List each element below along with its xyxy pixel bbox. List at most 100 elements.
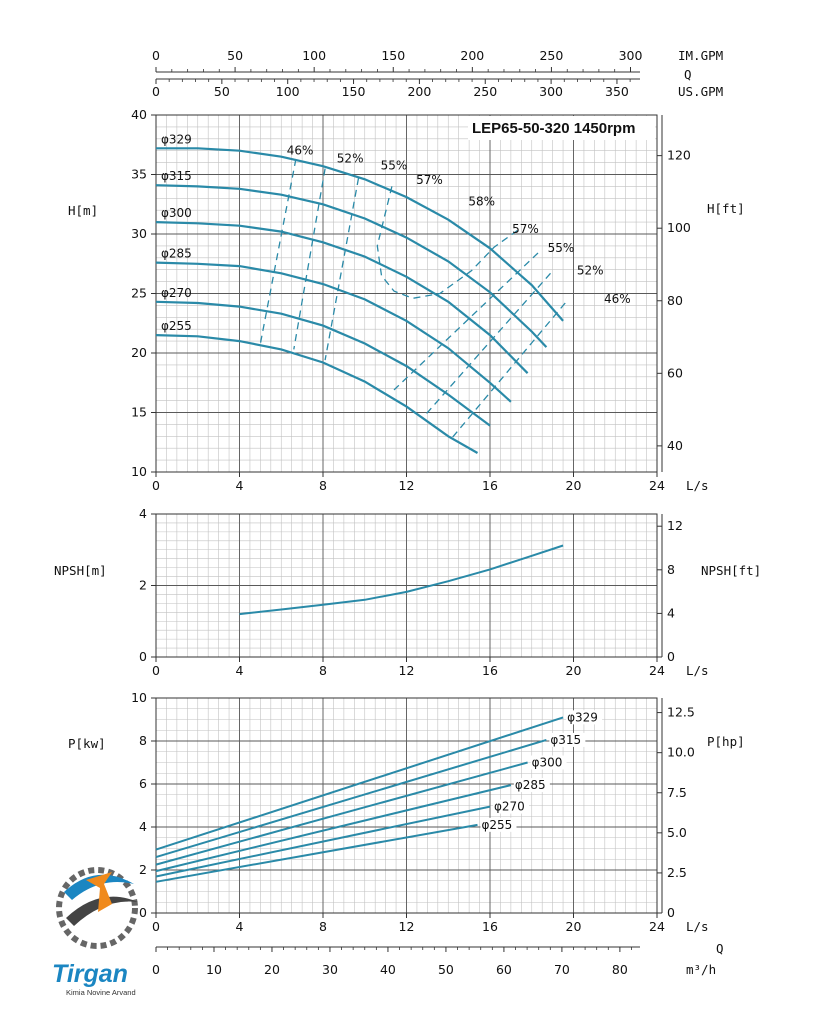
power-curve-line (155, 784, 512, 873)
y-tick-label: 40 (131, 107, 147, 122)
power-curve-line (155, 738, 547, 859)
head-curve-label: φ315 (161, 169, 192, 183)
imperial-gpm-axis-label: IM.GPM (678, 48, 723, 63)
y-tick-label: 2 (139, 578, 147, 593)
x-tick-label: 4 (236, 919, 244, 934)
x-axis-label: L/s (686, 478, 709, 493)
us-gpm-tick-label: 250 (473, 84, 497, 99)
head-curve-line (155, 300, 491, 427)
x-tick-label: 12 (399, 663, 415, 678)
y-tick-label: 2 (139, 862, 147, 877)
x-tick-label: 8 (319, 478, 327, 493)
y2-axis-label-power: P[hp] (707, 734, 745, 749)
y2-tick-label: 120 (667, 148, 691, 163)
efficiency-label: 52% (337, 152, 364, 166)
y-tick-label: 0 (139, 649, 147, 664)
gear-icon (56, 867, 138, 949)
imperial-gpm-tick-label: 250 (539, 48, 563, 63)
x-tick-label: 12 (399, 919, 415, 934)
efficiency-line (324, 177, 360, 361)
power-curve-label-background (530, 755, 567, 770)
m3h-tick-label: 50 (438, 962, 454, 977)
head-curve-label: φ329 (161, 132, 192, 146)
npsh-curve-line (239, 544, 564, 616)
letter-t-icon (86, 872, 112, 912)
imperial-gpm-tick-label: 100 (302, 48, 326, 63)
efficiency-label: 46% (287, 143, 314, 157)
power-curve-label: φ315 (550, 733, 581, 747)
imperial-gpm-tick-label: 150 (381, 48, 405, 63)
x-tick-label: 8 (319, 663, 327, 678)
x-tick-label: 24 (649, 663, 665, 678)
top-q-label: Q (684, 67, 692, 82)
chart-marks (155, 147, 566, 883)
m3h-tick-label: 70 (554, 962, 570, 977)
x-axis-label: L/s (686, 919, 709, 934)
y2-tick-label: 8 (667, 562, 675, 577)
wave-icon (64, 874, 134, 900)
power-curve-label: φ300 (532, 756, 563, 770)
chart-texts: 0 4 8 12 16 20 24 L/s10152025303540406080100120… (54, 48, 761, 977)
efficiency-label: 52% (577, 263, 604, 277)
efficiency-label: 57% (512, 222, 539, 236)
efficiency-label: 55% (381, 159, 408, 173)
x-tick-label: 20 (566, 663, 582, 678)
imperial-gpm-tick-label: 50 (227, 48, 243, 63)
y-tick-label: 6 (139, 776, 147, 791)
head-curve-label: φ255 (161, 319, 192, 333)
head-curve-line (155, 334, 479, 454)
efficiency-line (259, 158, 297, 344)
head-curve-label: φ300 (161, 206, 192, 220)
y2-axis-label-npsh: NPSH[ft] (701, 563, 761, 578)
m3h-tick-label: 80 (612, 962, 628, 977)
x-tick-label: 0 (152, 478, 160, 493)
power-curve-label-background (480, 817, 517, 832)
y-axis-label-npsh: NPSH[m] (54, 563, 107, 578)
x-tick-label: 24 (649, 919, 665, 934)
y2-tick-label: 60 (667, 365, 683, 380)
y-tick-label: 20 (131, 345, 147, 360)
m3h-tick-label: 40 (380, 962, 396, 977)
y2-tick-label: 80 (667, 293, 683, 308)
imperial-gpm-tick-label: 0 (152, 48, 160, 63)
m3h-tick-label: 10 (206, 962, 222, 977)
us-gpm-tick-label: 100 (276, 84, 300, 99)
head-curve-label: φ270 (161, 286, 192, 300)
y-tick-label: 30 (131, 226, 147, 241)
y2-tick-label: 12.5 (667, 705, 695, 720)
m3h-tick-label: 0 (152, 962, 160, 977)
us-gpm-tick-label: 200 (407, 84, 431, 99)
y2-tick-label: 100 (667, 220, 691, 235)
head-curve-line (155, 184, 548, 348)
y-tick-label: 4 (139, 506, 147, 521)
us-gpm-tick-label: 0 (152, 84, 160, 99)
y2-tick-label: 5.0 (667, 825, 687, 840)
y-axis-label-head: H[m] (68, 203, 98, 218)
power-curve-label: φ285 (515, 778, 546, 792)
title-background (468, 116, 655, 140)
y-tick-label: 10 (131, 690, 147, 705)
m3h-tick-label: 20 (264, 962, 280, 977)
us-gpm-tick-label: 350 (605, 84, 629, 99)
power-curve-label-background (493, 799, 529, 814)
x-tick-label: 12 (399, 478, 415, 493)
efficiency-line (449, 302, 566, 441)
efficiency-label: 46% (604, 292, 631, 306)
efficiency-line (376, 186, 520, 299)
y2-tick-label: 40 (667, 438, 683, 453)
m3h-axis-label: m³/h (686, 962, 716, 977)
x-tick-label: 8 (319, 919, 327, 934)
power-curve-line (155, 716, 564, 851)
head-curve-label: φ285 (161, 247, 192, 261)
power-curve-label-background (549, 732, 586, 747)
x-tick-label: 0 (152, 919, 160, 934)
x-tick-label: 24 (649, 478, 665, 493)
company-logo: Tirgan Kimia Novine Arvand (52, 867, 138, 997)
y2-tick-label: 10.0 (667, 745, 695, 760)
x-tick-label: 20 (566, 919, 582, 934)
y-axis-label-power: P[kw] (68, 736, 106, 751)
efficiency-label: 57% (416, 173, 443, 187)
y2-tick-label: 7.5 (667, 785, 687, 800)
y2-tick-label: 0 (667, 649, 675, 664)
y-tick-label: 0 (139, 905, 147, 920)
